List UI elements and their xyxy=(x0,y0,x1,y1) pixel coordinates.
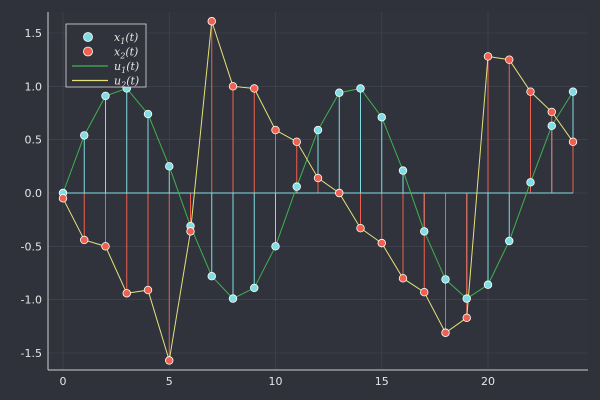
point-x1 xyxy=(462,294,471,303)
point-x2 xyxy=(526,87,535,96)
point-x1 xyxy=(271,242,280,251)
legend-label: u2(t) xyxy=(114,75,139,90)
point-x2 xyxy=(335,188,344,198)
legend: x1(t)x2(t)u1(t)u2(t) xyxy=(65,23,147,90)
point-x1 xyxy=(292,182,301,191)
y-tick-label: -1.5 xyxy=(21,347,42,360)
point-x2 xyxy=(122,289,131,298)
point-x2 xyxy=(58,194,68,203)
point-x1 xyxy=(335,88,344,97)
point-x1 xyxy=(483,280,493,289)
point-x2 xyxy=(228,82,238,91)
legend-label: x1(t) xyxy=(114,31,138,46)
point-x1 xyxy=(377,113,386,122)
legend-label: u1(t) xyxy=(114,60,139,75)
point-x2 xyxy=(165,356,174,365)
point-x1 xyxy=(356,84,365,93)
point-x2 xyxy=(207,17,216,26)
x-tick-label: 20 xyxy=(481,375,495,388)
point-x1 xyxy=(398,166,408,175)
y-tick-label: 0.0 xyxy=(25,187,43,200)
point-x1 xyxy=(207,272,216,281)
point-x1 xyxy=(441,275,450,284)
point-x1 xyxy=(143,109,153,119)
point-x2 xyxy=(80,235,89,245)
x-tick-label: 0 xyxy=(60,375,67,388)
x-tick-label: 15 xyxy=(375,375,389,388)
y-tick-label: 1.0 xyxy=(25,80,43,93)
y-tick-label: 0.5 xyxy=(25,134,43,147)
legend-label: x2(t) xyxy=(114,46,138,61)
point-x2 xyxy=(483,52,493,61)
point-x2 xyxy=(462,313,471,323)
point-x2 xyxy=(292,137,301,146)
point-x2 xyxy=(313,173,323,183)
point-x2 xyxy=(505,55,514,64)
legend-marker-x1 xyxy=(83,32,93,42)
point-x1 xyxy=(165,162,174,171)
point-x1 xyxy=(420,227,429,236)
point-x2 xyxy=(377,238,386,248)
legend-marker-x2 xyxy=(83,46,93,57)
point-x1 xyxy=(313,125,323,135)
legend-box xyxy=(65,23,147,88)
point-x2 xyxy=(186,227,195,236)
point-x2 xyxy=(398,274,408,283)
y-tick-label: -1.0 xyxy=(21,294,42,307)
point-x2 xyxy=(271,125,280,135)
x-tick-label: 5 xyxy=(166,375,173,388)
point-x2 xyxy=(568,137,578,146)
point-x2 xyxy=(101,242,110,251)
point-x1 xyxy=(505,236,514,246)
point-x1 xyxy=(568,87,578,96)
point-x2 xyxy=(143,285,153,295)
point-x1 xyxy=(80,131,89,140)
point-x1 xyxy=(228,294,238,303)
point-x1 xyxy=(547,121,556,130)
x-tick-label: 10 xyxy=(269,375,283,388)
point-x1 xyxy=(526,178,535,187)
point-x2 xyxy=(250,84,259,93)
y-tick-label: 1.5 xyxy=(25,27,43,40)
point-x2 xyxy=(547,107,556,117)
point-x1 xyxy=(101,91,110,101)
point-x2 xyxy=(356,224,365,233)
point-x2 xyxy=(441,328,450,337)
y-tick-label: -0.5 xyxy=(21,240,42,253)
point-x1 xyxy=(250,283,259,293)
point-x2 xyxy=(420,288,429,297)
